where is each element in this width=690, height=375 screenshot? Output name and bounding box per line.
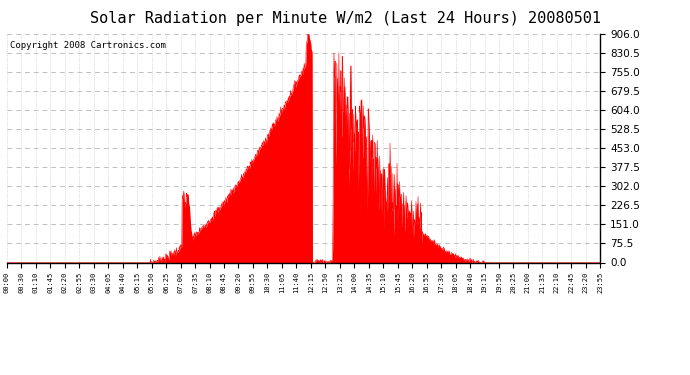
- Text: Copyright 2008 Cartronics.com: Copyright 2008 Cartronics.com: [10, 40, 166, 50]
- Text: Solar Radiation per Minute W/m2 (Last 24 Hours) 20080501: Solar Radiation per Minute W/m2 (Last 24…: [90, 11, 600, 26]
